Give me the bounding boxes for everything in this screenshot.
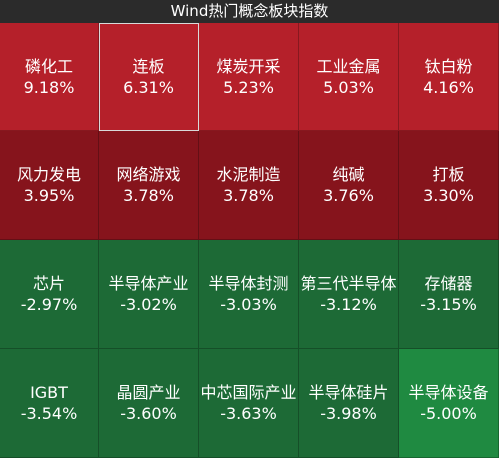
sector-tile[interactable]: 芯片 -2.97% (0, 240, 99, 349)
sector-tile[interactable]: 纯碱 3.76% (299, 131, 399, 240)
sector-tile[interactable]: 钛白粉 4.16% (399, 23, 499, 131)
sector-change-pct: -3.02% (120, 295, 177, 314)
sector-name: 连板 (132, 56, 165, 76)
sector-change-pct: -5.00% (420, 404, 477, 423)
sector-change-pct: -3.15% (420, 295, 477, 314)
sector-change-pct: 3.78% (223, 186, 274, 205)
sector-tile[interactable]: 半导体封测 -3.03% (199, 240, 299, 349)
sector-name: 晶圆产业 (116, 383, 181, 402)
sector-name: 中芯国际产业 (200, 383, 297, 402)
sector-tile[interactable]: 风力发电 3.95% (0, 131, 99, 240)
sector-name: 磷化工 (24, 56, 73, 76)
sector-tile[interactable]: 半导体产业 -3.02% (99, 240, 199, 349)
sector-change-pct: 3.30% (423, 186, 474, 205)
sector-change-pct: -3.98% (320, 404, 377, 423)
sector-change-pct: 3.95% (23, 186, 75, 205)
sector-name: 第三代半导体 (300, 274, 397, 293)
sector-tile[interactable]: 磷化工 9.18% (0, 23, 99, 131)
sector-change-pct: -3.03% (220, 295, 277, 314)
sector-tile[interactable]: 中芯国际产业 -3.63% (199, 349, 299, 458)
concept-sector-heatmap: 磷化工 9.18% 连板 6.31% 煤炭开采 5.23% 工业金属 5.03% 钛白粉… (0, 23, 499, 458)
sector-change-pct: -3.54% (20, 404, 78, 423)
sector-name: 芯片 (32, 274, 65, 293)
sector-change-pct: -3.63% (220, 404, 277, 423)
sector-name: 纯碱 (332, 165, 365, 184)
panel-title: Wind热门概念板块指数 (0, 0, 499, 23)
sector-name: 半导体产业 (108, 274, 189, 293)
sector-name: 钛白粉 (424, 56, 473, 76)
sector-name: 风力发电 (16, 165, 81, 184)
sector-tile[interactable]: IGBT -3.54% (0, 349, 99, 458)
sector-tile[interactable]: 连板 6.31% (99, 23, 199, 131)
sector-change-pct: 9.18% (23, 77, 75, 97)
sector-tile[interactable]: 半导体硅片 -3.98% (299, 349, 399, 458)
sector-change-pct: -3.60% (120, 404, 177, 423)
sector-tile[interactable]: 晶圆产业 -3.60% (99, 349, 199, 458)
sector-name: 存储器 (424, 274, 473, 293)
sector-tile[interactable]: 网络游戏 3.78% (99, 131, 199, 240)
sector-name: 煤炭开采 (216, 56, 281, 76)
sector-change-pct: 5.23% (223, 77, 274, 97)
sector-name: 工业金属 (316, 56, 381, 76)
sector-change-pct: 3.76% (323, 186, 374, 205)
sector-name: IGBT (30, 383, 68, 402)
sector-change-pct: -2.97% (20, 295, 78, 314)
sector-tile[interactable]: 工业金属 5.03% (299, 23, 399, 131)
sector-tile[interactable]: 煤炭开采 5.23% (199, 23, 299, 131)
sector-tile[interactable]: 存储器 -3.15% (399, 240, 499, 349)
sector-name: 半导体硅片 (308, 383, 389, 402)
sector-tile[interactable]: 半导体设备 -5.00% (399, 349, 499, 458)
sector-change-pct: 6.31% (123, 77, 174, 97)
sector-change-pct: 5.03% (323, 77, 374, 97)
sector-name: 半导体封测 (208, 274, 289, 293)
sector-name: 半导体设备 (408, 383, 489, 402)
sector-name: 网络游戏 (116, 165, 181, 184)
sector-name: 打板 (432, 165, 465, 184)
sector-change-pct: -3.12% (320, 295, 377, 314)
sector-tile[interactable]: 水泥制造 3.78% (199, 131, 299, 240)
sector-tile[interactable]: 打板 3.30% (399, 131, 499, 240)
sector-name: 水泥制造 (216, 165, 281, 184)
sector-tile[interactable]: 第三代半导体 -3.12% (299, 240, 399, 349)
sector-change-pct: 3.78% (123, 186, 174, 205)
sector-change-pct: 4.16% (423, 77, 474, 97)
